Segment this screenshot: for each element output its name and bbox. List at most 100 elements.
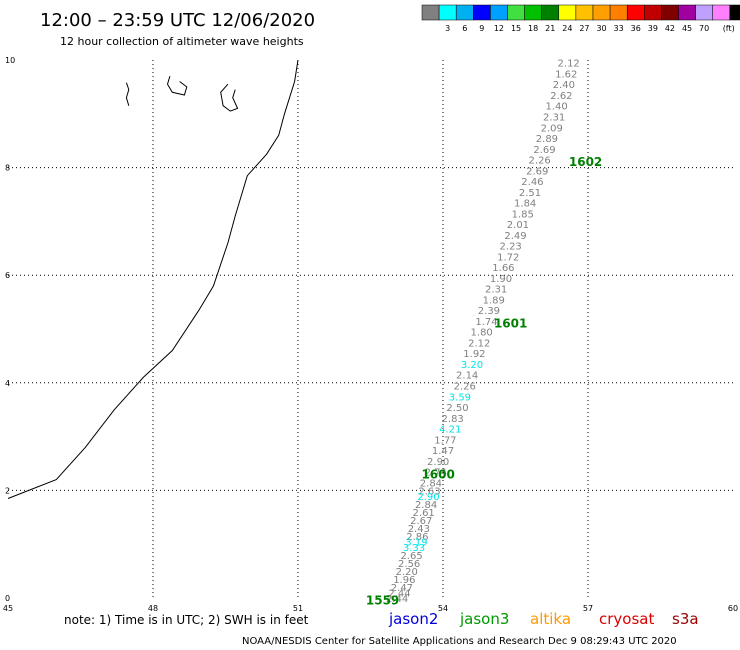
scale-label: 12 <box>494 24 504 33</box>
scale-swatch <box>712 4 731 21</box>
x-tick-label: 54 <box>438 604 448 613</box>
wave-height-value: 2.90 <box>417 492 439 503</box>
scale-swatch <box>455 4 474 21</box>
scale-swatch <box>626 4 645 21</box>
scale-swatch <box>421 4 440 21</box>
wave-height-value: 3.33 <box>403 543 425 554</box>
pass-time-label: 1602 <box>569 155 602 169</box>
coastline-path <box>7 59 299 499</box>
wave-height-value: 2.49 <box>504 231 526 242</box>
scale-label: 70 <box>699 24 709 33</box>
scale-label: 9 <box>479 24 484 33</box>
island-outline <box>220 83 239 112</box>
scale-swatch <box>661 4 679 21</box>
island-outline <box>125 82 130 106</box>
coastline <box>7 59 299 499</box>
wave-height-value: 2.31 <box>543 112 565 123</box>
wave-height-value: 2.50 <box>446 403 468 414</box>
scale-label: 6 <box>462 24 467 33</box>
map-title: 12:00 – 23:59 UTC 12/06/2020 <box>40 10 315 31</box>
wave-height-value: 2.84 <box>415 500 437 511</box>
scale-swatch <box>541 4 560 21</box>
wave-height-value: 2.23 <box>500 242 522 253</box>
wave-height-value: 1.47 <box>432 446 454 457</box>
island-outline <box>166 75 188 96</box>
pass-time-label: 1601 <box>494 317 527 331</box>
scale-label: 24 <box>562 24 572 33</box>
pass-time-label: 1600 <box>421 467 454 481</box>
wave-height-value: 1.96 <box>393 575 415 586</box>
scale-label: 30 <box>596 24 606 33</box>
scale-swatch <box>438 4 457 21</box>
wave-height-value: 2.47 <box>391 583 413 594</box>
wave-height-value: 1.80 <box>471 328 493 339</box>
y-tick-label: 0 <box>5 594 10 603</box>
scale-swatch <box>558 4 577 21</box>
satellite-legend-altika: altika <box>530 610 571 628</box>
scale-swatch <box>524 4 542 21</box>
wave-height-value: 3.59 <box>449 392 471 403</box>
wave-height-value: 2.69 <box>526 166 548 177</box>
wave-height-value: 1.92 <box>463 349 485 360</box>
wave-height-value: 2.84 <box>420 478 442 489</box>
scale-swatch <box>729 4 740 21</box>
wave-height-value: 3.20 <box>461 360 483 371</box>
wave-height-value: 1.74 <box>475 317 497 328</box>
wave-height-value: 1.85 <box>512 209 534 220</box>
y-tick-label: 10 <box>5 56 15 65</box>
wave-height-value: 3.19 <box>405 538 427 549</box>
scale-swatch <box>592 4 611 21</box>
scale-label: 27 <box>579 24 589 33</box>
scale-swatch <box>490 4 508 21</box>
wave-height-value: 1.84 <box>514 199 536 210</box>
scale-label: 42 <box>665 24 675 33</box>
time-labels: 1602 1601 1600 1559 <box>366 155 602 607</box>
y-tick-label: 6 <box>5 271 10 280</box>
scale-label: 33 <box>614 24 624 33</box>
y-tick-label: 8 <box>5 164 10 173</box>
scale-swatch <box>695 4 713 21</box>
wave-height-value: 2.63 <box>418 486 440 497</box>
scale-label: 36 <box>631 24 641 33</box>
satellite-legend-s3a: s3a <box>672 610 699 628</box>
scale-swatch <box>609 4 628 21</box>
wave-height-value: 2.26 <box>529 156 551 167</box>
scale-swatch <box>507 4 525 21</box>
x-tick-label: 51 <box>293 604 303 613</box>
scale-label: 18 <box>528 24 538 33</box>
wave-height-value: 1.62 <box>555 69 577 80</box>
wave-height-value: 1.77 <box>434 435 456 446</box>
scale-swatch <box>473 4 491 21</box>
wave-height-value: 2.89 <box>536 134 558 145</box>
wave-height-value: 1.40 <box>545 102 567 113</box>
wave-height-value: 2.46 <box>521 177 543 188</box>
scale-label: 15 <box>511 24 521 33</box>
scale-label: 45 <box>682 24 692 33</box>
scale-swatch <box>644 4 662 21</box>
wave-height-value: 2.51 <box>519 188 541 199</box>
wave-height-value: 2.14 <box>456 371 478 382</box>
wave-height-value: 2.31 <box>485 285 507 296</box>
wave-height-value: 2.43 <box>408 524 430 535</box>
wave-height-value: 2.40 <box>553 80 575 91</box>
pass-time-label: 1559 <box>366 594 399 608</box>
map-subtitle: 12 hour collection of altimeter wave hei… <box>60 35 304 48</box>
wave-height-value: 2.44 <box>388 589 410 600</box>
scale-unit: (ft) <box>723 24 735 33</box>
wave-height-value: 2.12 <box>468 338 490 349</box>
plot-frame <box>8 60 733 598</box>
wave-height-value: 1.72 <box>497 252 519 263</box>
wave-height-value: 2.39 <box>478 306 500 317</box>
color-scale-legend: 3 6 9 12 15 18 21 24 27 30 33 36 39 42 45 70 (ft) <box>421 4 740 33</box>
x-tick-label: 45 <box>3 604 13 613</box>
scale-swatch <box>678 4 696 21</box>
wave-height-value: 2.83 <box>442 414 464 425</box>
y-tick-label: 2 <box>5 486 10 495</box>
wave-height-value: 2.44 <box>386 594 408 605</box>
map-plot-area: 2.121.622.402.621.402.312.092.892.692.26… <box>3 56 738 613</box>
scale-swatch <box>575 4 594 21</box>
y-tick-label: 4 <box>5 379 10 388</box>
wave-height-value: 2.86 <box>406 532 428 543</box>
wave-height-value: 1.90 <box>490 274 512 285</box>
